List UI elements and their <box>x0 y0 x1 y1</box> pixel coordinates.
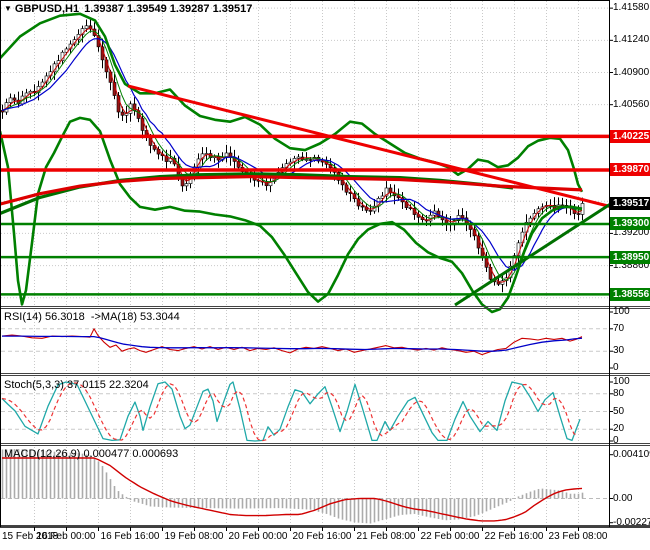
rsi-indicator-label: RSI(14) 56.3018 ->MA(18) 53.3044 <box>4 311 180 323</box>
time-axis-label: 21 Feb 08:00 <box>356 531 416 542</box>
rsi-tick-label: 0 <box>613 362 619 373</box>
stoch-tick-label: 50 <box>613 405 625 417</box>
rsi-tick-label: 70 <box>613 322 625 334</box>
price-chart-panel[interactable] <box>0 0 610 306</box>
time-axis-label: 16 Feb 00:00 <box>36 531 96 542</box>
time-axis-label: 20 Feb 00:00 <box>228 531 288 542</box>
price-level-badge: 1.38556 <box>610 287 650 301</box>
time-axis-label: 15 Feb 2018 <box>2 531 59 542</box>
price-level-badge: 1.39870 <box>610 163 650 177</box>
price-tick-label: 1.40900 <box>613 66 650 78</box>
time-axis-label: 22 Feb 16:00 <box>484 531 544 542</box>
stoch-tick-label: 20 <box>613 423 625 435</box>
macd-indicator-label: MACD(12,26,9) 0.000477 0.000693 <box>4 448 179 460</box>
macd-tick-label: 0.004109 <box>613 448 650 460</box>
time-axis-label: 22 Feb 00:00 <box>420 531 480 542</box>
chart-ohlc-values: 1.39387 1.39549 1.39287 1.39517 <box>84 3 253 15</box>
macd-tick-label: 0.00 <box>613 492 633 504</box>
time-axis-label: 19 Feb 08:00 <box>164 531 224 542</box>
price-tick-label: 1.39200 <box>613 227 650 239</box>
price-level-badge: 1.40225 <box>610 129 650 143</box>
stoch-tick-label: 0 <box>613 435 619 446</box>
rsi-tick-label: 100 <box>613 306 630 317</box>
chart-title: ▼ GBPUSD,H1 1.39387 1.39549 1.39287 1.3951… <box>4 3 252 15</box>
chart-dropdown-icon[interactable]: ▼ <box>4 4 12 13</box>
stoch-tick-label: 100 <box>613 376 630 387</box>
stochastic-indicator-label: Stoch(5,3,3) 37.0115 22.3204 <box>4 379 149 391</box>
time-axis-label: 23 Feb 08:00 <box>548 531 608 542</box>
price-tick-label: 1.41580 <box>613 2 650 14</box>
rsi-tick-label: 30 <box>613 345 625 357</box>
price-tick-label: 1.40560 <box>613 98 650 110</box>
price-tick-label: 1.38860 <box>613 259 650 271</box>
price-tick-label: 1.41240 <box>613 34 650 46</box>
price-level-badge: 1.39517 <box>610 196 650 210</box>
price-level-badge: 1.38950 <box>610 250 650 264</box>
time-axis-label: 20 Feb 16:00 <box>292 531 352 542</box>
stoch-tick-label: 80 <box>613 387 625 399</box>
price-level-badge: 1.39300 <box>610 217 650 231</box>
chart-symbol-label: GBPUSD,H1 <box>14 3 80 15</box>
time-axis-label: 16 Feb 16:00 <box>100 531 160 542</box>
